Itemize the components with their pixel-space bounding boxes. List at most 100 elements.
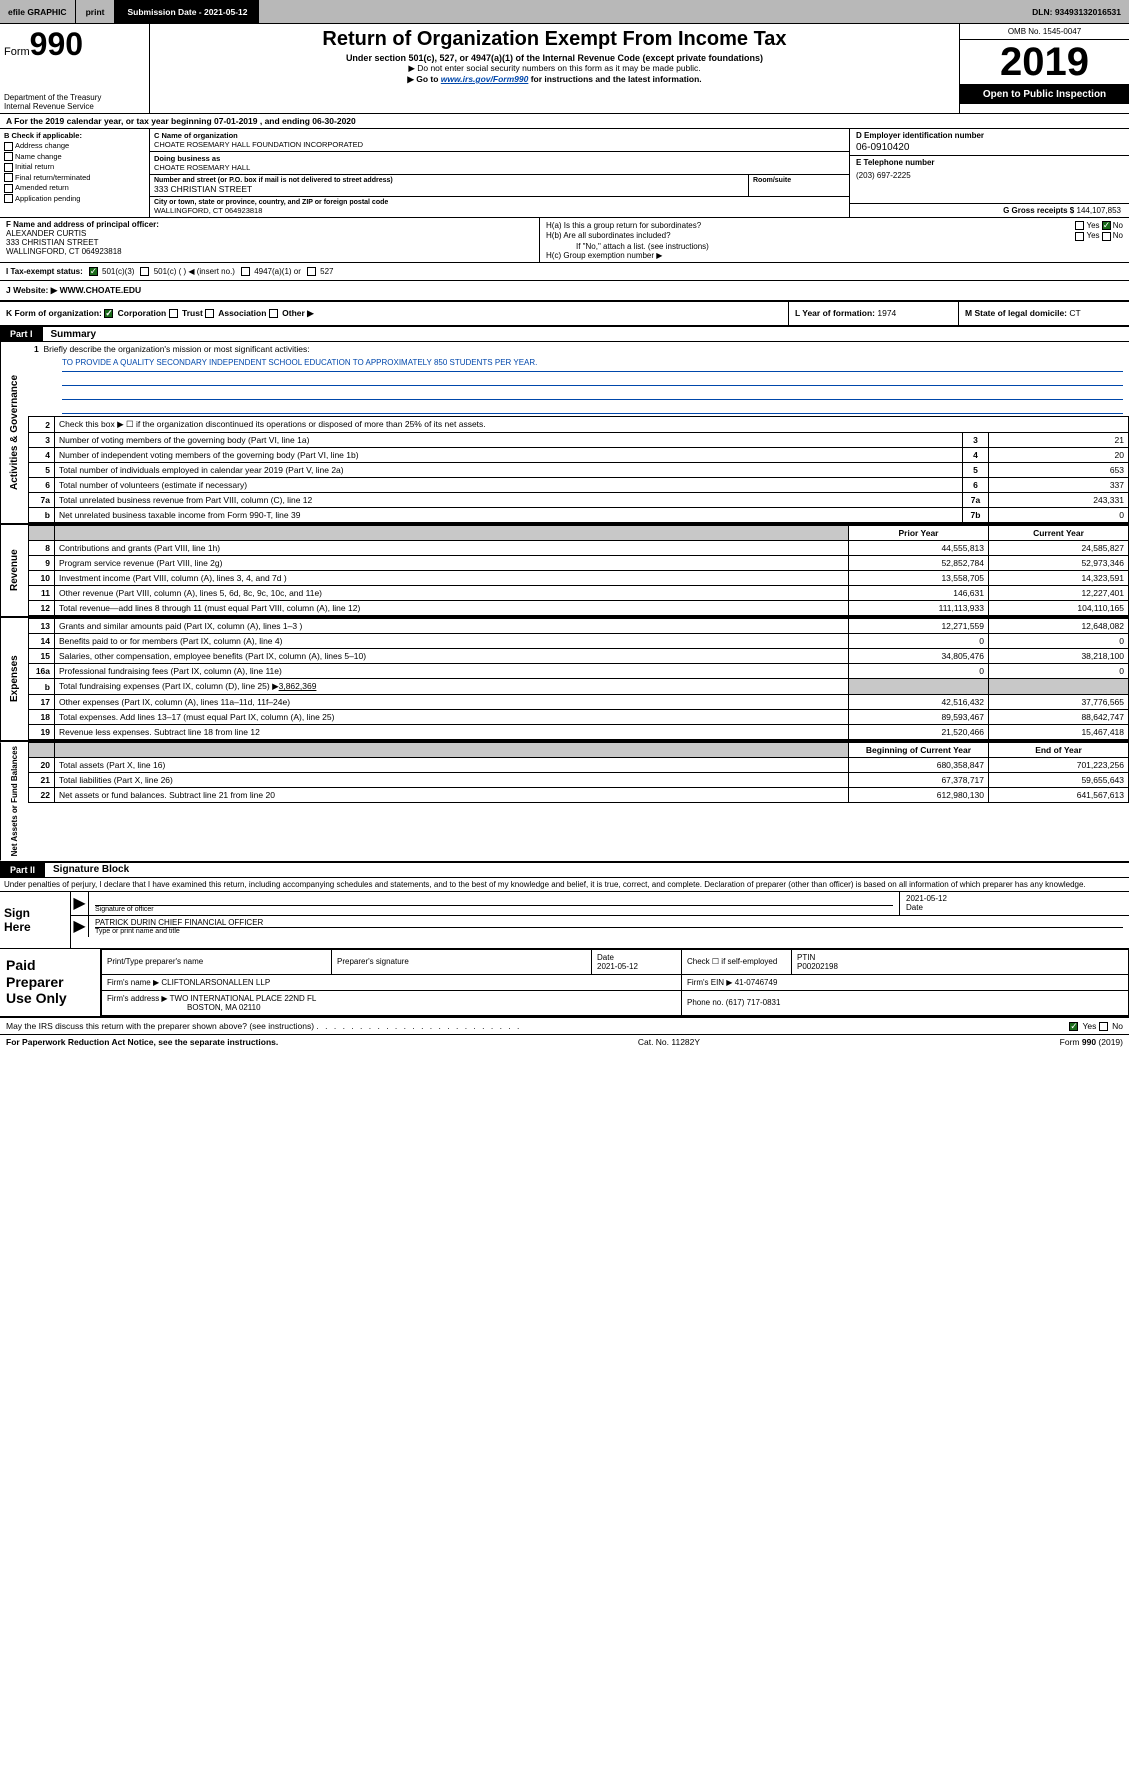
chk-address-change[interactable]: Address change [4, 141, 145, 151]
paid-preparer-label: Paid Preparer Use Only [0, 949, 100, 1016]
chk-initial-return[interactable]: Initial return [4, 162, 145, 172]
efile-label[interactable]: efile GRAPHIC [0, 0, 76, 23]
row-a-tax-period: A For the 2019 calendar year, or tax yea… [0, 114, 1129, 129]
c-name-value: CHOATE ROSEMARY HALL FOUNDATION INCORPOR… [154, 140, 845, 149]
discuss-yesno[interactable]: Yes No [1069, 1021, 1123, 1031]
vtab-revenue: Revenue [0, 525, 28, 616]
q10-text: Investment income (Part VIII, column (A)… [55, 571, 849, 586]
submission-date: Submission Date - 2021-05-12 [115, 0, 259, 23]
q16b-text: Total fundraising expenses (Part IX, col… [55, 679, 849, 695]
header-sub2: ▶ Do not enter social security numbers o… [158, 63, 951, 74]
col-h-group: H(a) Is this a group return for subordin… [540, 218, 1129, 262]
row-j-website: J Website: ▶ WWW.CHOATE.EDU [0, 281, 1129, 302]
c10: 14,323,591 [989, 571, 1129, 586]
form-990-number: 990 [30, 26, 83, 62]
l-year-formation: L Year of formation: 1974 [789, 302, 959, 325]
chk-application-pending[interactable]: Application pending [4, 194, 145, 204]
row-11: 11Other revenue (Part VIII, column (A), … [29, 586, 1129, 601]
k-label: K Form of organization: [6, 308, 102, 318]
mission-blank-2 [62, 386, 1123, 400]
e-label: E Telephone number [856, 158, 1123, 167]
g-gross-receipts: G Gross receipts $ 144,107,853 [850, 203, 1129, 217]
sub3-suffix: for instructions and the latest informat… [528, 74, 701, 84]
q1-text: Briefly describe the organization's miss… [43, 344, 309, 354]
vtab-expenses: Expenses [0, 618, 28, 740]
q16a-text: Professional fundraising fees (Part IX, … [55, 664, 849, 679]
c-name-row: C Name of organization CHOATE ROSEMARY H… [150, 129, 849, 152]
c19: 15,467,418 [989, 725, 1129, 740]
q8-text: Contributions and grants (Part VIII, lin… [55, 541, 849, 556]
footer-center: Cat. No. 11282Y [638, 1037, 700, 1047]
pp-row-1: Print/Type preparer's name Preparer's si… [102, 949, 1129, 974]
e-phone: E Telephone number (203) 697-2225 [850, 156, 1129, 203]
print-button[interactable]: print [76, 0, 116, 23]
chk-other[interactable]: Other ▶ [269, 308, 314, 318]
pp-sig-label: Preparer's signature [337, 957, 586, 966]
net-assets-table: Beginning of Current YearEnd of Year 20T… [28, 742, 1129, 803]
pp-l1: Paid [6, 957, 94, 974]
chk-trust[interactable]: Trust [169, 308, 203, 318]
sign-here-label: Sign Here [0, 892, 70, 948]
chk-final-return[interactable]: Final return/terminated [4, 173, 145, 183]
q17-text: Other expenses (Part IX, column (A), lin… [55, 695, 849, 710]
row-7b: bNet unrelated business taxable income f… [29, 508, 1129, 523]
part-ii-title: Signature Block [45, 864, 129, 875]
pp-table: Print/Type preparer's name Preparer's si… [101, 949, 1129, 1016]
f-name: ALEXANDER CURTIS [6, 229, 533, 238]
h-a-label: H(a) Is this a group return for subordin… [546, 221, 701, 230]
pp-phone-value: (617) 717-0831 [726, 998, 781, 1007]
chk-527[interactable]: 527 [307, 267, 334, 276]
j-value[interactable]: WWW.CHOATE.EDU [60, 285, 142, 295]
header-right: OMB No. 1545-0047 2019 Open to Public In… [959, 24, 1129, 113]
part-i-header: Part I Summary [0, 327, 1129, 342]
chk-501c3[interactable]: 501(c)(3) [89, 267, 135, 276]
chk-501c[interactable]: 501(c) ( ) ◀ (insert no.) [140, 267, 235, 276]
net-assets-rows: Beginning of Current YearEnd of Year 20T… [28, 742, 1129, 860]
row-7a: 7aTotal unrelated business revenue from … [29, 493, 1129, 508]
expenses-rows: 13Grants and similar amounts paid (Part … [28, 618, 1129, 740]
q14-text: Benefits paid to or for members (Part IX… [55, 634, 849, 649]
form-title: Return of Organization Exempt From Incom… [158, 28, 951, 51]
pp-check-label[interactable]: Check ☐ if self-employed [682, 949, 792, 974]
col-c-org-info: C Name of organization CHOATE ROSEMARY H… [150, 129, 849, 217]
p13: 12,271,559 [849, 619, 989, 634]
m-state-domicile: M State of legal domicile: CT [959, 302, 1129, 325]
p9: 52,852,784 [849, 556, 989, 571]
c-city-label: City or town, state or province, country… [154, 199, 845, 206]
col-de: D Employer identification number 06-0910… [849, 129, 1129, 217]
chk-assoc[interactable]: Association [205, 308, 266, 318]
row-i-tax-exempt: I Tax-exempt status: 501(c)(3) 501(c) ( … [0, 263, 1129, 281]
h-a-row: H(a) Is this a group return for subordin… [546, 221, 1123, 230]
pp-right: Print/Type preparer's name Preparer's si… [100, 949, 1129, 1016]
h-b-yesno[interactable]: Yes No [1075, 231, 1123, 240]
row-8: 8Contributions and grants (Part VIII, li… [29, 541, 1129, 556]
chk-corp[interactable]: Corporation [104, 308, 166, 318]
row-22: 22Net assets or fund balances. Subtract … [29, 788, 1129, 803]
p21: 67,378,717 [849, 773, 989, 788]
chk-amended-return[interactable]: Amended return [4, 183, 145, 193]
pp-date-value: 2021-05-12 [597, 962, 676, 971]
q2-text: Check this box ▶ ☐ if the organization d… [55, 417, 1129, 433]
p16a: 0 [849, 664, 989, 679]
h-b-row: H(b) Are all subordinates included? Yes … [546, 231, 1123, 240]
block-bcd: B Check if applicable: Address change Na… [0, 129, 1129, 218]
chk-4947[interactable]: 4947(a)(1) or [241, 267, 301, 276]
sig-officer-cell: Signature of officer [89, 892, 899, 915]
h-a-yesno[interactable]: Yes No [1075, 221, 1123, 230]
sign-here-block: Sign Here ▶ Signature of officer 2021-05… [0, 892, 1129, 949]
d-label: D Employer identification number [856, 131, 1123, 140]
sig-name-title: PATRICK DURIN CHIEF FINANCIAL OFFICER [95, 918, 1123, 928]
b-label: B Check if applicable: [4, 131, 145, 140]
open-public-badge: Open to Public Inspection [960, 85, 1129, 104]
header-center: Return of Organization Exempt From Incom… [150, 24, 959, 113]
chk-name-change[interactable]: Name change [4, 152, 145, 162]
h-note: If "No," attach a list. (see instruction… [546, 242, 1123, 251]
header-sub3: ▶ Go to www.irs.gov/Form990 for instruct… [158, 74, 951, 85]
pp-firm-ein: 41-0746749 [735, 978, 778, 987]
row-14: 14Benefits paid to or for members (Part … [29, 634, 1129, 649]
irs-link[interactable]: www.irs.gov/Form990 [441, 74, 529, 84]
prior-year-header: Prior Year [849, 526, 989, 541]
row-20: 20Total assets (Part X, line 16)680,358,… [29, 758, 1129, 773]
i-label: I Tax-exempt status: [6, 267, 83, 276]
row-15: 15Salaries, other compensation, employee… [29, 649, 1129, 664]
